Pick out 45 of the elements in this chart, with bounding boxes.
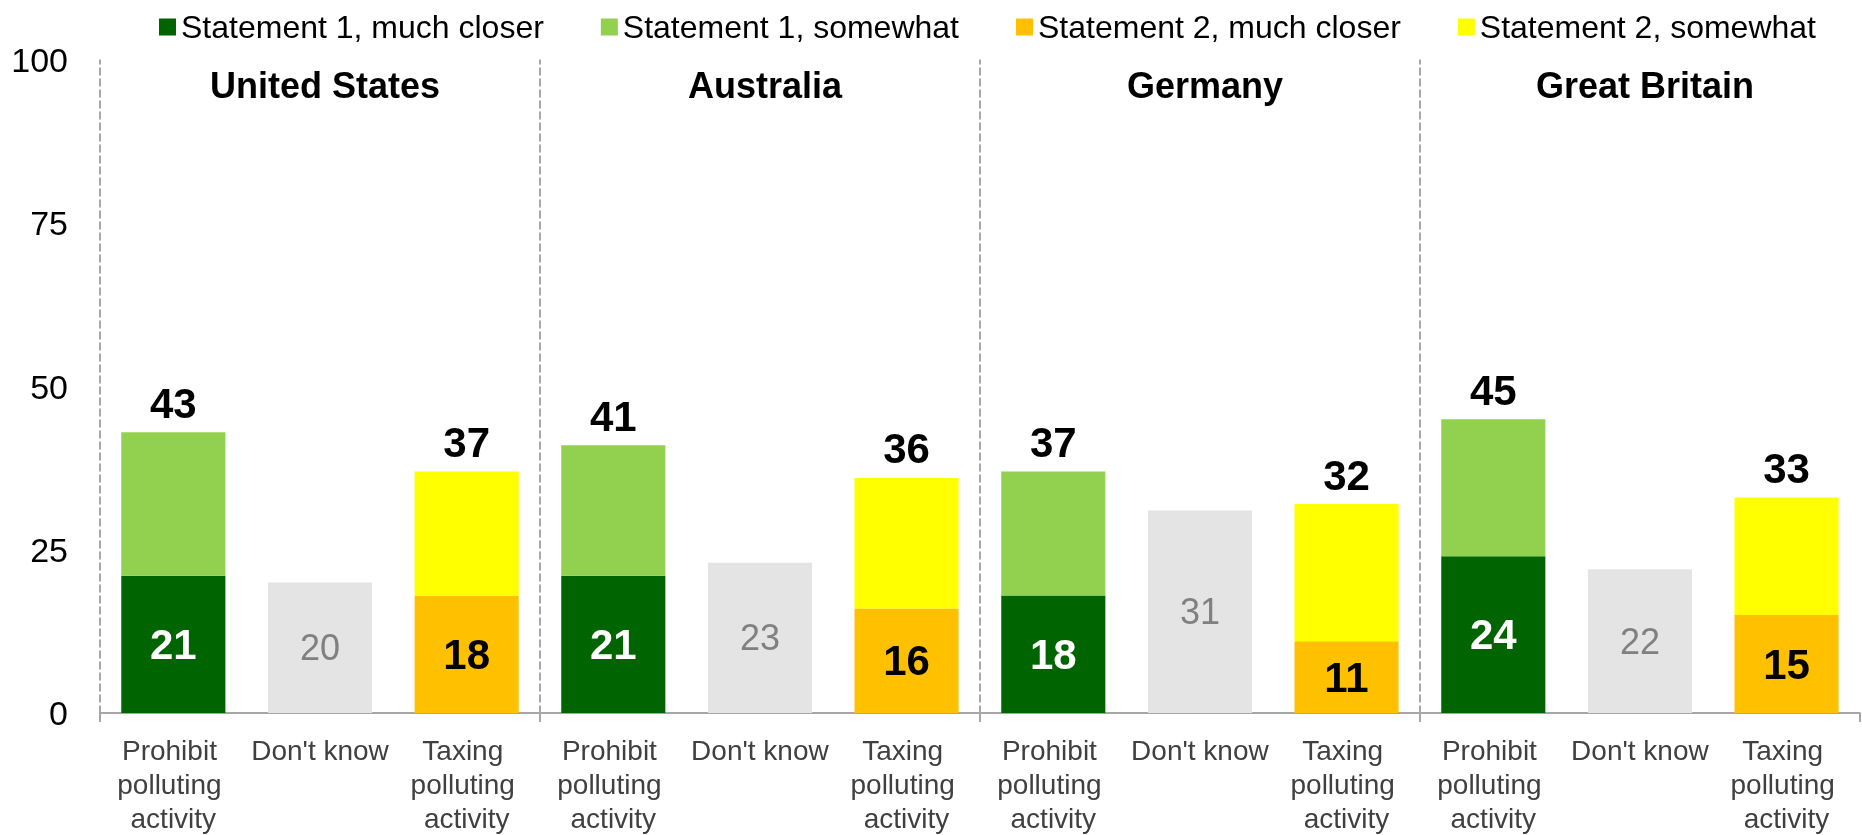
total-label: 37: [443, 418, 491, 466]
x-tick-label: Taxing polluting activity: [410, 734, 523, 834]
y-tick-label: 50: [30, 367, 68, 406]
y-tick-label: 25: [30, 530, 68, 569]
legend-label: Statement 1, much closer: [181, 9, 545, 45]
data-label: 21: [149, 620, 197, 668]
total-label: 45: [1469, 366, 1517, 414]
y-tick-label: 0: [49, 694, 68, 732]
x-tick-label: Taxing polluting activity: [850, 734, 963, 834]
x-tick-label: Prohibit polluting activity: [1437, 734, 1550, 834]
total-label: 41: [589, 392, 637, 440]
data-label: 22: [1619, 620, 1660, 662]
chart-title: Great Britain: [1535, 64, 1755, 106]
legend-label: Statement 1, somewhat: [622, 9, 960, 45]
total-label: 36: [883, 425, 930, 473]
legend-label: Statement 2, much closer: [1038, 9, 1402, 45]
y-tick-label: 75: [30, 204, 68, 243]
x-tick-label: Prohibit polluting activity: [117, 734, 230, 834]
y-tick-label: 100: [11, 41, 68, 79]
chart-title: Germany: [1126, 64, 1284, 106]
total-label: 32: [1323, 451, 1370, 499]
data-label: 16: [883, 637, 930, 685]
chart-title: Australia: [687, 64, 843, 106]
total-label: 33: [1763, 445, 1810, 493]
x-tick-label: Prohibit polluting activity: [557, 734, 670, 834]
x-tick-label: Prohibit polluting activity: [997, 734, 1110, 834]
chart-title: United States: [209, 64, 441, 106]
total-label: 43: [149, 379, 197, 427]
data-label: 31: [1179, 591, 1220, 633]
x-tick-label: Taxing polluting activity: [1290, 734, 1403, 834]
data-label: 18: [1029, 630, 1077, 678]
x-tick-label: Don't know: [1131, 734, 1270, 766]
data-label: 21: [589, 620, 637, 668]
x-tick-label: Don't know: [1571, 734, 1710, 766]
data-label: 15: [1763, 640, 1810, 688]
data-label: 18: [443, 630, 491, 678]
x-tick-label: Don't know: [251, 734, 390, 766]
data-label: 23: [739, 617, 780, 659]
data-label: 11: [1324, 653, 1369, 701]
x-tick-label: Taxing polluting activity: [1730, 734, 1843, 834]
legend-label: Statement 2, somewhat: [1479, 9, 1817, 45]
total-label: 37: [1029, 418, 1077, 466]
data-label: 24: [1469, 611, 1518, 659]
data-label: 20: [299, 627, 341, 669]
x-tick-label: Don't know: [691, 734, 830, 766]
